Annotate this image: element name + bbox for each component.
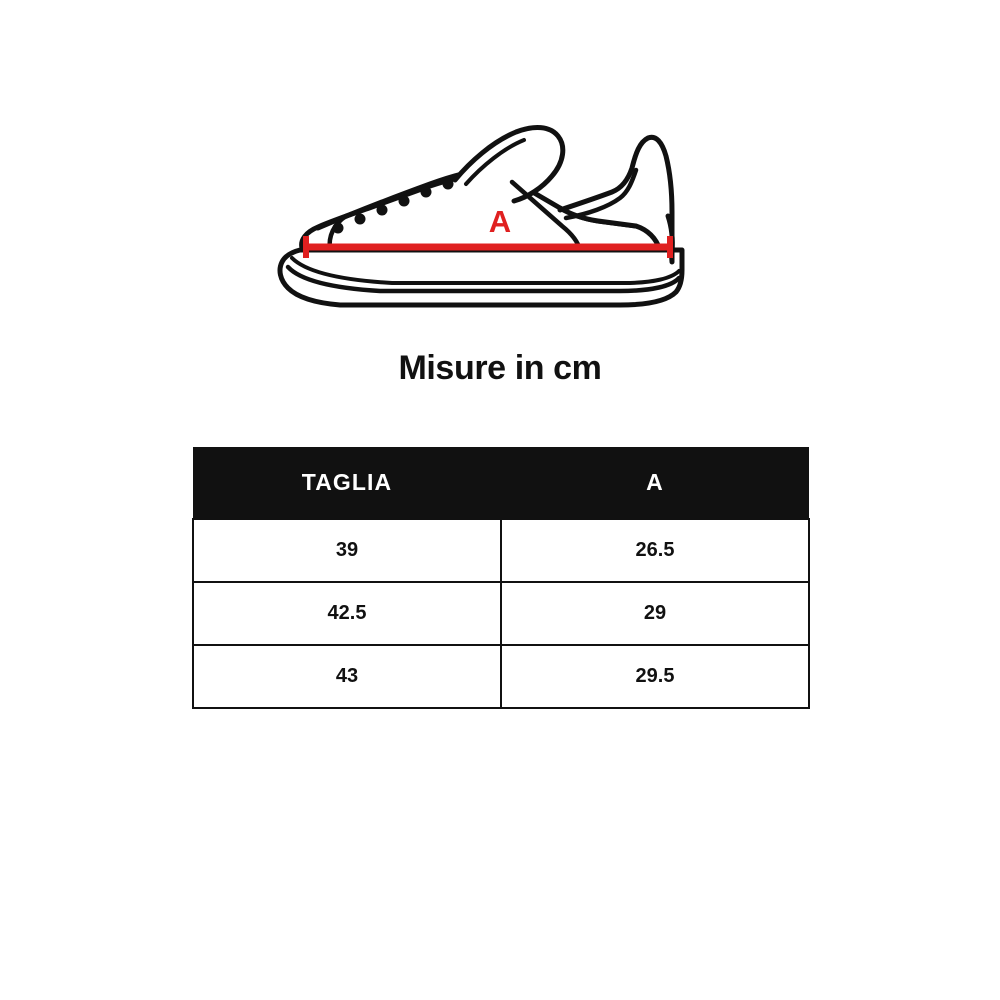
shoe-diagram: A — [0, 100, 1000, 330]
quarter-panel-seam — [509, 179, 583, 253]
cell-a: 29.5 — [500, 644, 810, 709]
table-row: 42.5 29 — [192, 581, 810, 646]
eyelet-icon — [354, 213, 366, 225]
eyelet-icon — [442, 178, 454, 190]
cell-a: 26.5 — [500, 518, 810, 583]
heel-collar — [557, 134, 675, 253]
page-title: Misure in cm — [398, 349, 602, 387]
column-header-taglia: TAGLIA — [193, 447, 501, 519]
table-header-row: TAGLIA A — [193, 447, 809, 519]
eyelet-icon — [420, 186, 432, 198]
cell-taglia: 43 — [192, 644, 502, 709]
column-header-a: A — [501, 447, 809, 519]
eyelet-icon — [376, 204, 388, 216]
measurement-label-a: A — [489, 204, 511, 239]
cell-taglia: 39 — [192, 518, 502, 583]
tongue-fold — [464, 138, 526, 186]
size-table: TAGLIA A 39 26.5 42.5 29 43 29.5 — [192, 447, 810, 709]
midsole-stripe — [285, 264, 682, 294]
tongue — [452, 125, 566, 204]
collar-padding — [563, 167, 639, 221]
eyelet-icon — [398, 195, 410, 207]
table-row: 43 29.5 — [192, 644, 810, 709]
cell-a: 29 — [500, 581, 810, 646]
midsole-upper-edge — [290, 256, 681, 285]
table-row: 39 26.5 — [192, 518, 810, 583]
cell-taglia: 42.5 — [192, 581, 502, 646]
eyelet-icon — [332, 222, 344, 234]
